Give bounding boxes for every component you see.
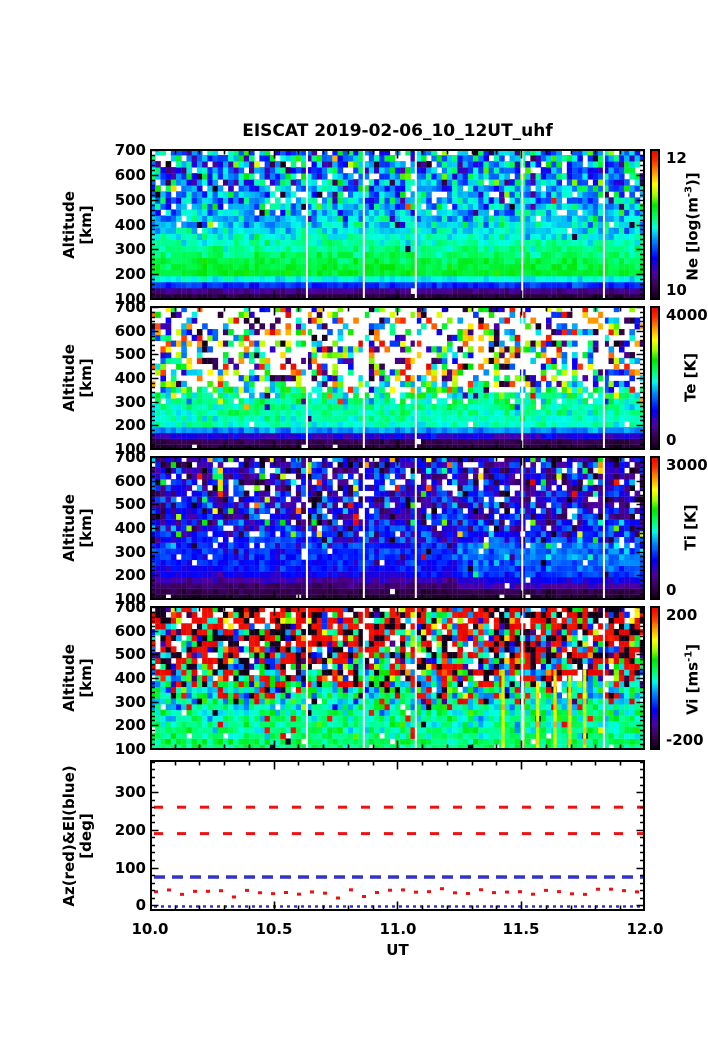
colorbar-tick-min: 0: [666, 431, 677, 449]
y-tick-label: 700: [114, 298, 146, 317]
y-axis-title-line: Altitude: [60, 190, 78, 259]
y-tick-label: 100: [114, 289, 146, 308]
y-tick-label: 600: [114, 471, 146, 490]
colorbar-ne: [650, 149, 660, 300]
y-axis-title-azel: Az(red)&El(blue) [deg]: [60, 756, 95, 916]
y-tick-label: 200: [114, 716, 146, 735]
panel-vi-plot: [150, 606, 645, 750]
colorbar-title-part: -3: [683, 185, 695, 197]
colorbar-title-part: )]: [683, 171, 702, 186]
y-tick-label: 100: [114, 589, 146, 608]
y-tick-label: 100: [114, 439, 146, 458]
y-axis-title-line: Az(red)&El(blue): [60, 764, 78, 907]
y-tick-label: 200: [114, 566, 146, 585]
y-tick-label: 700: [114, 448, 146, 467]
y-tick-label: 400: [114, 215, 146, 234]
y-tick-label: 200: [114, 820, 146, 839]
y-tick-label: 700: [114, 598, 146, 617]
y-tick-label: 400: [114, 519, 146, 537]
panel-ne-plot: [150, 149, 645, 300]
y-axis-title-ti: Altitude [km]: [60, 448, 95, 608]
colorbar-title-part: Ti [K]: [681, 504, 700, 551]
colorbar-tick-min: 10: [666, 281, 687, 299]
y-axis-title-line: Altitude: [60, 644, 78, 712]
y-tick-label: 300: [114, 392, 146, 411]
colorbar-title-part: -1: [683, 650, 695, 662]
y-tick-label: 0: [135, 896, 146, 915]
y-axis-title-vi: Altitude [km]: [60, 598, 95, 758]
figure-title: EISCAT 2019-02-06_10_12UT_uhf: [242, 121, 553, 141]
y-tick-label: 400: [114, 369, 146, 387]
colorbar-tick-min: -200: [666, 731, 704, 749]
colorbar-vi: [650, 606, 660, 750]
y-tick-label: 600: [114, 165, 146, 184]
panel-azel-plot: [150, 760, 645, 911]
x-tick-label: 10.0: [131, 920, 169, 938]
y-tick-label: 500: [114, 495, 146, 514]
y-tick-label: 600: [114, 621, 146, 640]
y-axis-title-line: Altitude: [60, 344, 78, 412]
y-tick-label: 600: [114, 321, 146, 340]
y-tick-label: 100: [114, 858, 146, 877]
colorbar-te: [650, 306, 660, 450]
y-tick-label: 300: [114, 692, 146, 711]
y-axis-title-te: Altitude [km]: [60, 298, 95, 458]
y-tick-label: 400: [114, 669, 146, 687]
y-tick-label: 500: [114, 645, 146, 664]
x-axis-title: UT: [386, 941, 409, 959]
y-axis-title-line: [km]: [77, 204, 95, 245]
y-tick-label: 500: [114, 345, 146, 364]
y-tick-label: 100: [114, 739, 146, 758]
colorbar-title-te: Te [K]: [681, 308, 700, 448]
y-tick-label: 200: [114, 416, 146, 435]
colorbar-title-part: Vi [ms: [683, 661, 702, 716]
colorbar-title-ti: Ti [K]: [681, 458, 700, 598]
y-axis-title-ne: Altitude [km]: [60, 145, 95, 305]
colorbar-title-part: Te [K]: [681, 353, 700, 402]
colorbar-tick-max: 3000: [666, 456, 708, 474]
y-tick-label: 500: [114, 190, 146, 209]
y-axis-title-line: [km]: [77, 508, 95, 548]
y-axis-title-line: [deg]: [77, 812, 95, 859]
y-axis-title-line: [km]: [77, 658, 95, 698]
y-tick-label: 300: [114, 542, 146, 561]
x-tick-label: 12.0: [626, 920, 664, 938]
colorbar-tick-max: 4000: [666, 306, 708, 324]
colorbar-title-part: ]: [683, 643, 702, 651]
x-tick-label: 10.5: [255, 920, 293, 938]
y-tick-label: 300: [114, 783, 146, 802]
colorbar-tick-min: 0: [666, 581, 677, 599]
panel-te-plot: [150, 306, 645, 450]
y-tick-label: 200: [114, 265, 146, 283]
colorbar-title-part: Ne [log(m: [683, 196, 702, 281]
y-tick-label: 700: [114, 141, 146, 160]
panel-ti-plot: [150, 456, 645, 600]
colorbar-title-ne: Ne [log(m-3)]: [681, 156, 702, 296]
y-tick-label: 300: [114, 240, 146, 259]
colorbar-tick-max: 200: [666, 606, 698, 624]
y-axis-title-line: [km]: [77, 358, 95, 398]
colorbar-ti: [650, 456, 660, 600]
colorbar-tick-max: 12: [666, 149, 687, 167]
x-tick-label: 11.5: [502, 920, 540, 938]
y-axis-title-line: Altitude: [60, 494, 78, 562]
x-tick-label: 11.0: [379, 920, 417, 938]
colorbar-title-vi: Vi [ms-1]: [681, 610, 702, 750]
